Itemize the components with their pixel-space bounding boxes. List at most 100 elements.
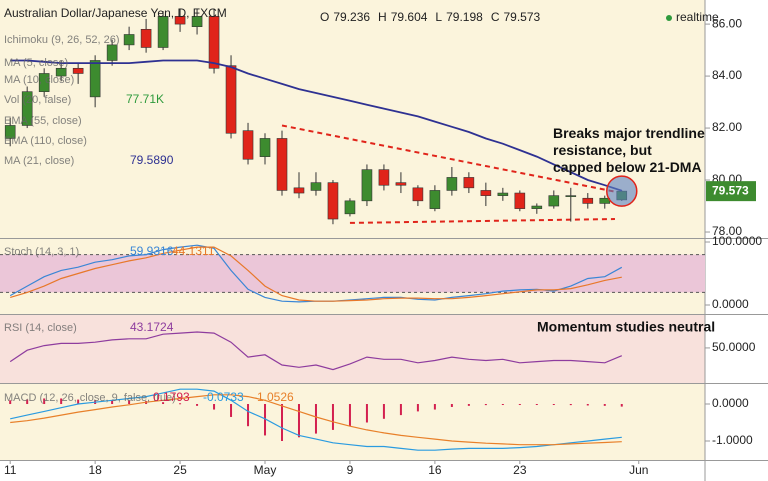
- legend-entry: MA (5, close): [4, 57, 68, 69]
- legend-entry: MA (10, close): [4, 74, 74, 86]
- histogram-bar: [281, 404, 283, 441]
- candle-body: [310, 182, 322, 191]
- ohlc-label: O: [320, 10, 329, 24]
- ohlc-label: C: [491, 10, 500, 24]
- candle-body: [106, 44, 118, 61]
- price-axis: [705, 0, 768, 481]
- histogram-bar: [331, 404, 334, 430]
- ohlc-value: 79.604: [391, 10, 428, 24]
- legend-entry: Vol (20, false): [4, 94, 71, 106]
- legend-entry: Stoch (14, 3, 1): [4, 246, 79, 258]
- x-tick-label: Jun: [629, 463, 648, 477]
- histogram-bar: [60, 398, 63, 405]
- date-axis: [0, 460, 705, 481]
- candle-body: [174, 15, 186, 25]
- histogram-bar: [348, 404, 351, 427]
- candle-body: [21, 91, 33, 126]
- legend-entry: Ichimoku (9, 26, 52, 26): [4, 34, 120, 46]
- histogram-bar: [416, 404, 419, 412]
- candle-body: [565, 195, 577, 197]
- candle-body: [497, 192, 509, 196]
- annotation: Breaks major trendline resistance, but cap…: [553, 125, 705, 175]
- histogram-bar: [365, 404, 368, 423]
- y-tick-label: 78.00: [712, 224, 742, 238]
- trendline: [281, 124, 622, 195]
- x-tick-label: May: [254, 463, 277, 477]
- realtime-label: realtime: [676, 10, 719, 24]
- legend-value: 43.1724: [130, 320, 174, 334]
- histogram-bar: [467, 404, 470, 406]
- histogram-bar: [9, 400, 12, 405]
- legend-value: 77.71K: [126, 92, 164, 106]
- candle-body: [157, 15, 169, 48]
- candle-body: [4, 125, 16, 139]
- candle-body: [582, 197, 594, 204]
- histogram-bar: [484, 404, 487, 406]
- y-tick-label: 100.0000: [712, 234, 762, 248]
- x-tick-label: 16: [428, 463, 442, 477]
- histogram-bar: [179, 403, 182, 405]
- candle-body: [514, 192, 526, 209]
- legend-value: 0.1793: [153, 390, 190, 404]
- candle-body: [412, 187, 424, 202]
- y-tick-label: 0.0000: [712, 297, 749, 311]
- candle-body: [225, 65, 237, 134]
- y-tick-label: 84.00: [712, 68, 742, 82]
- candle-body: [548, 195, 560, 207]
- histogram-bar: [297, 404, 300, 438]
- histogram-bar: [518, 404, 521, 406]
- histogram-bar: [128, 400, 131, 405]
- candle-body: [89, 60, 101, 98]
- candle-body: [531, 205, 543, 209]
- candle-body: [378, 169, 390, 186]
- legend-entry: RSI (14, close): [4, 322, 77, 334]
- histogram-bar: [43, 398, 46, 405]
- candle-body: [463, 177, 475, 189]
- histogram-bar: [501, 404, 504, 406]
- candle-body: [242, 130, 254, 160]
- y-tick-label: 0.0000: [712, 396, 749, 410]
- candle-body: [123, 34, 135, 46]
- ohlc-label: L: [435, 10, 442, 24]
- histogram-bar: [247, 404, 250, 427]
- x-tick-label: 23: [513, 463, 527, 477]
- macd-panel: [0, 384, 705, 460]
- legend-value: 79.5890: [130, 153, 174, 167]
- candle-body: [55, 67, 67, 77]
- candle-body: [327, 182, 339, 220]
- ohlc-label: H: [378, 10, 387, 24]
- price-label: 79.573: [712, 183, 749, 197]
- band: [0, 254, 705, 293]
- candle-body: [38, 73, 50, 92]
- histogram-bar: [535, 404, 538, 406]
- candle-body: [344, 200, 356, 215]
- legend-entry: EMA (110, close): [4, 135, 87, 147]
- ohlc-value: 79.573: [503, 10, 540, 24]
- annotation: Momentum studies neutral: [537, 319, 715, 335]
- indicator-line: [9, 331, 623, 371]
- candle-body: [395, 182, 407, 186]
- legend-value: 44.1311: [172, 244, 215, 258]
- candle-body: [446, 177, 458, 191]
- chart-title: Australian Dollar/Japanese Yen, D, FXCM: [4, 6, 227, 20]
- histogram-bar: [569, 404, 572, 406]
- legend-entry: MA (21, close): [4, 155, 74, 167]
- ohlc-value: 79.198: [446, 10, 483, 24]
- legend-value: -1.0526: [253, 390, 294, 404]
- histogram-bar: [620, 404, 623, 407]
- candle-body: [208, 15, 220, 69]
- highlight: [606, 175, 638, 207]
- x-tick-label: 18: [88, 463, 102, 477]
- candle-body: [259, 138, 271, 157]
- candle-body: [429, 190, 441, 209]
- histogram-bar: [230, 404, 233, 417]
- realtime-dot: [666, 15, 672, 21]
- histogram-bar: [586, 404, 589, 406]
- histogram-bar: [314, 404, 317, 434]
- ohlc-value: 79.236: [333, 10, 370, 24]
- y-tick-label: 82.00: [712, 120, 742, 134]
- candle-body: [276, 138, 288, 191]
- histogram-bar: [162, 402, 165, 405]
